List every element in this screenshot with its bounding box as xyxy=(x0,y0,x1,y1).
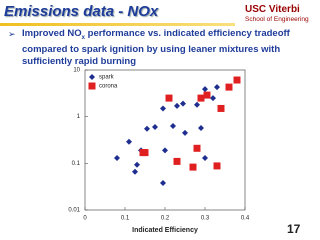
spark-point xyxy=(162,147,168,154)
x-axis-label: Indicated Efficiency xyxy=(132,227,198,234)
text: Improved NO xyxy=(22,28,82,39)
spark-point xyxy=(180,100,186,107)
y-tick-label: 0.01 xyxy=(68,208,80,214)
title-rule xyxy=(0,23,235,26)
x-tick-label: 0.2 xyxy=(161,216,170,222)
legend-marker xyxy=(89,74,95,80)
y-tick-label: 10 xyxy=(73,68,80,74)
slide-title: Emissions data - NOx xyxy=(4,3,159,20)
spark-point xyxy=(174,102,180,109)
spark-point xyxy=(144,125,150,132)
corona-point xyxy=(197,94,205,102)
corona-point xyxy=(165,94,173,102)
spark-point xyxy=(160,179,166,186)
x-tick-label: 0.1 xyxy=(121,216,130,222)
corona-point xyxy=(225,83,233,91)
spark-point xyxy=(160,105,166,112)
spark-point xyxy=(194,101,200,108)
x-tick-label: 0.3 xyxy=(201,216,210,222)
corona-point xyxy=(203,91,211,99)
page-number: 17 xyxy=(287,222,301,236)
spark-point xyxy=(134,161,140,168)
corona-point xyxy=(141,149,149,157)
spark-point xyxy=(114,155,120,162)
text: performance vs. indicated efficiency tra… xyxy=(22,28,290,67)
y-tick-label: 0.1 xyxy=(72,161,81,167)
spark-point xyxy=(126,138,132,145)
x-tick-label: 0.4 xyxy=(241,216,250,222)
spark-point xyxy=(202,86,208,93)
subscript: x xyxy=(81,34,85,41)
logo-name: USC Viterbi xyxy=(245,4,300,15)
spark-point xyxy=(182,129,188,136)
x-tick-label: 0 xyxy=(83,216,87,222)
spark-point xyxy=(214,84,220,91)
plot-frame xyxy=(84,69,246,211)
spark-point xyxy=(152,124,158,131)
spark-point xyxy=(210,95,216,102)
spark-point xyxy=(132,168,138,175)
spark-point xyxy=(202,155,208,162)
corona-point xyxy=(189,163,197,171)
corona-point xyxy=(193,144,201,152)
y-tick-label: 1 xyxy=(77,114,81,120)
logo-school: School of Engineering xyxy=(245,16,309,23)
bullet-text: Improved NOx performance vs. indicated e… xyxy=(22,28,307,68)
legend-label: corona xyxy=(99,84,118,90)
corona-point xyxy=(173,157,181,165)
legend-label: spark xyxy=(99,75,115,81)
corona-point xyxy=(217,104,225,112)
bullet-symbol: ➢ xyxy=(8,29,16,39)
legend-marker xyxy=(88,82,96,90)
spark-point xyxy=(170,123,176,130)
corona-point xyxy=(233,76,241,84)
corona-point xyxy=(213,162,221,170)
spark-point xyxy=(198,125,204,132)
